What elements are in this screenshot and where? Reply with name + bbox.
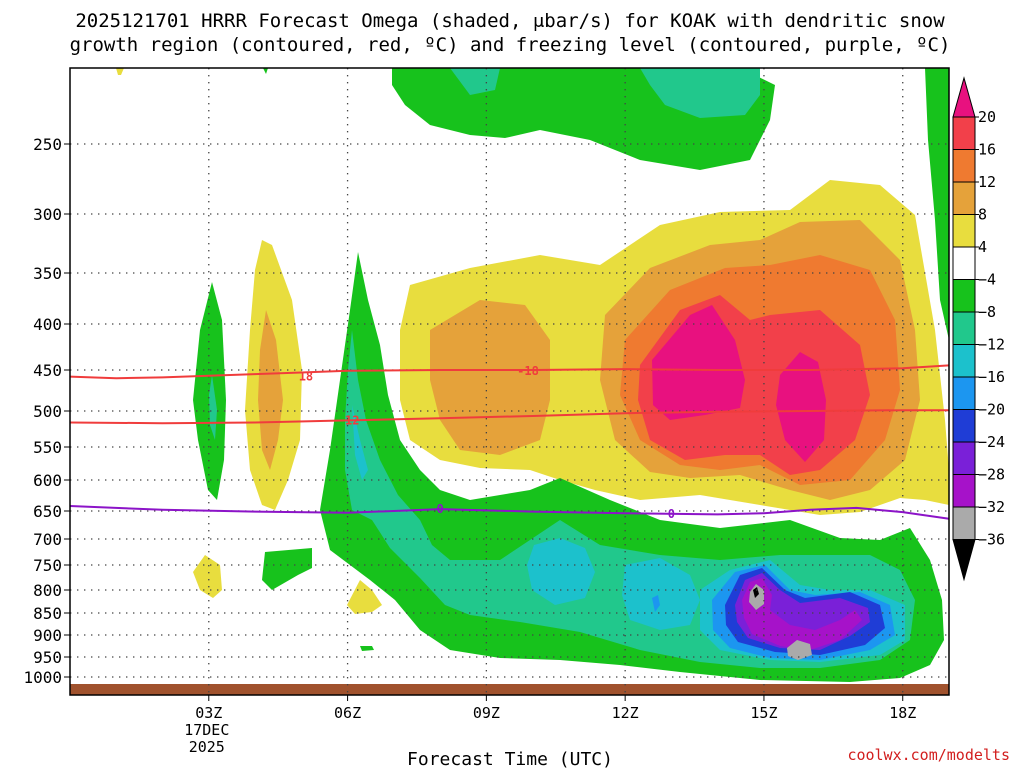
colorbar-label: −8 — [978, 303, 996, 321]
x-tick-label: 03Z — [195, 704, 222, 722]
y-tick-label: 300 — [33, 205, 62, 224]
chart-title-line-2: growth region (contoured, red, ºC) and f… — [70, 34, 951, 56]
contour-lines: 18 -18 12 0 0 — [69, 364, 950, 521]
colorbar-swatch — [952, 246, 976, 280]
colorbar-label: −36 — [978, 531, 1005, 549]
colorbar-swatch — [952, 311, 976, 345]
colorbar-swatch — [952, 279, 976, 313]
y-tick-label: 250 — [33, 135, 62, 154]
omega-region-upper-teal-2 — [640, 68, 760, 118]
colorbar-swatch — [952, 539, 976, 582]
colorbar-label: −32 — [978, 498, 1005, 516]
y-tick-label: 700 — [33, 530, 62, 549]
colorbar-label: −12 — [978, 336, 1005, 354]
y-tick-label: 950 — [33, 648, 62, 667]
colorbar-label: −16 — [978, 368, 1005, 386]
contour-line — [69, 364, 950, 380]
x-axis-label: Forecast Time (UTC) — [407, 749, 613, 768]
omega-region-lower-gray-2 — [787, 640, 812, 660]
x-year-label: 2025 — [189, 738, 225, 756]
colorbar-label: 8 — [978, 206, 987, 224]
colorbar-label: −24 — [978, 433, 1005, 451]
contour-label: 0 — [668, 507, 675, 521]
colorbar-label: 16 — [978, 141, 996, 159]
plot-frame — [69, 67, 950, 696]
y-tick-label: 550 — [33, 438, 62, 457]
y-tick-label: 450 — [33, 361, 62, 380]
omega-region-magenta-core-2 — [776, 352, 826, 462]
colorbar-swatch — [952, 116, 976, 150]
omega-region-lower-blue-dot — [652, 595, 660, 612]
omega-region-lower-cyan-2 — [622, 558, 700, 630]
contour-label: 12 — [345, 413, 359, 427]
colorbar-swatch — [952, 474, 976, 508]
y-tick-label: 850 — [33, 604, 62, 623]
y-axis: 250 300 350 400 450 500 550 600 650 700 750 800 850 9… — [23, 135, 70, 687]
y-tick-label: 600 — [33, 471, 62, 490]
y-tick-label: 350 — [33, 264, 62, 283]
omega-region-green-top-left-2 — [263, 68, 268, 74]
colorbar-swatch — [952, 181, 976, 215]
x-tick-label: 12Z — [612, 704, 639, 722]
colorbar-label: 12 — [978, 173, 996, 191]
site-credit: coolwx.com/modelts — [847, 746, 1010, 764]
omega-region-yellow-blob-04z — [193, 555, 222, 598]
colorbar-label: 20 — [978, 108, 996, 126]
omega-region-green-top-left — [116, 68, 124, 75]
colorbar-label: −4 — [978, 271, 996, 289]
x-tick-label: 18Z — [889, 704, 916, 722]
x-tick-label: 09Z — [473, 704, 500, 722]
omega-region-green-blob-06z — [262, 548, 312, 590]
colorbar-swatch — [952, 506, 976, 540]
y-tick-label: 900 — [33, 626, 62, 645]
omega-region-right-edge-green — [925, 68, 949, 340]
omega-region-upper-teal — [450, 68, 500, 95]
x-tick-label: 15Z — [750, 704, 777, 722]
contour-line — [69, 505, 950, 520]
contour-label: 0 — [436, 502, 443, 516]
colorbar-swatch — [952, 344, 976, 378]
omega-shaded-regions — [70, 68, 949, 695]
colorbar-swatch — [952, 214, 976, 248]
omega-region-lower-violet — [742, 578, 862, 650]
y-tick-label: 500 — [33, 402, 62, 421]
y-tick-label: 750 — [33, 556, 62, 575]
colorbar-swatch — [952, 76, 976, 118]
omega-region-lower-cyan-1 — [527, 538, 595, 605]
omega-region-magenta-core-1 — [652, 305, 745, 420]
omega-region-green-column-04z — [193, 282, 226, 500]
contour-label: -18 — [517, 364, 539, 378]
colorbar: 20 16 12 8 4 −4 −8 −12 −16 −20 −24 −28 −32 −36 — [952, 76, 1005, 582]
y-tick-label: 650 — [33, 502, 62, 521]
contour-label: 18 — [299, 370, 313, 384]
contour-line — [69, 409, 949, 425]
colorbar-swatch — [952, 409, 976, 443]
colorbar-swatch — [952, 149, 976, 183]
y-tick-label: 1000 — [23, 668, 62, 687]
colorbar-label: −20 — [978, 401, 1005, 419]
colorbar-swatch — [952, 376, 976, 410]
omega-region-yellow-blob-07z — [347, 580, 382, 614]
omega-region-lower-black — [753, 587, 759, 598]
colorbar-swatch — [952, 441, 976, 475]
chart-title-line-1: 2025121701 HRRR Forecast Omega (shaded, … — [75, 10, 945, 32]
omega-region-lower-gray-1 — [749, 584, 764, 610]
x-tick-label: 06Z — [334, 704, 361, 722]
x-date-label: 17DEC — [184, 721, 229, 739]
y-tick-label: 400 — [33, 315, 62, 334]
y-tick-label: 800 — [33, 581, 62, 600]
ground-strip — [70, 684, 949, 695]
omega-region-green-dot-07z — [360, 646, 374, 651]
colorbar-label: −28 — [978, 466, 1005, 484]
omega-region-lower-cyan-3 — [352, 405, 368, 480]
colorbar-label: 4 — [978, 238, 987, 256]
omega-region-orange-column-05z — [258, 310, 283, 470]
